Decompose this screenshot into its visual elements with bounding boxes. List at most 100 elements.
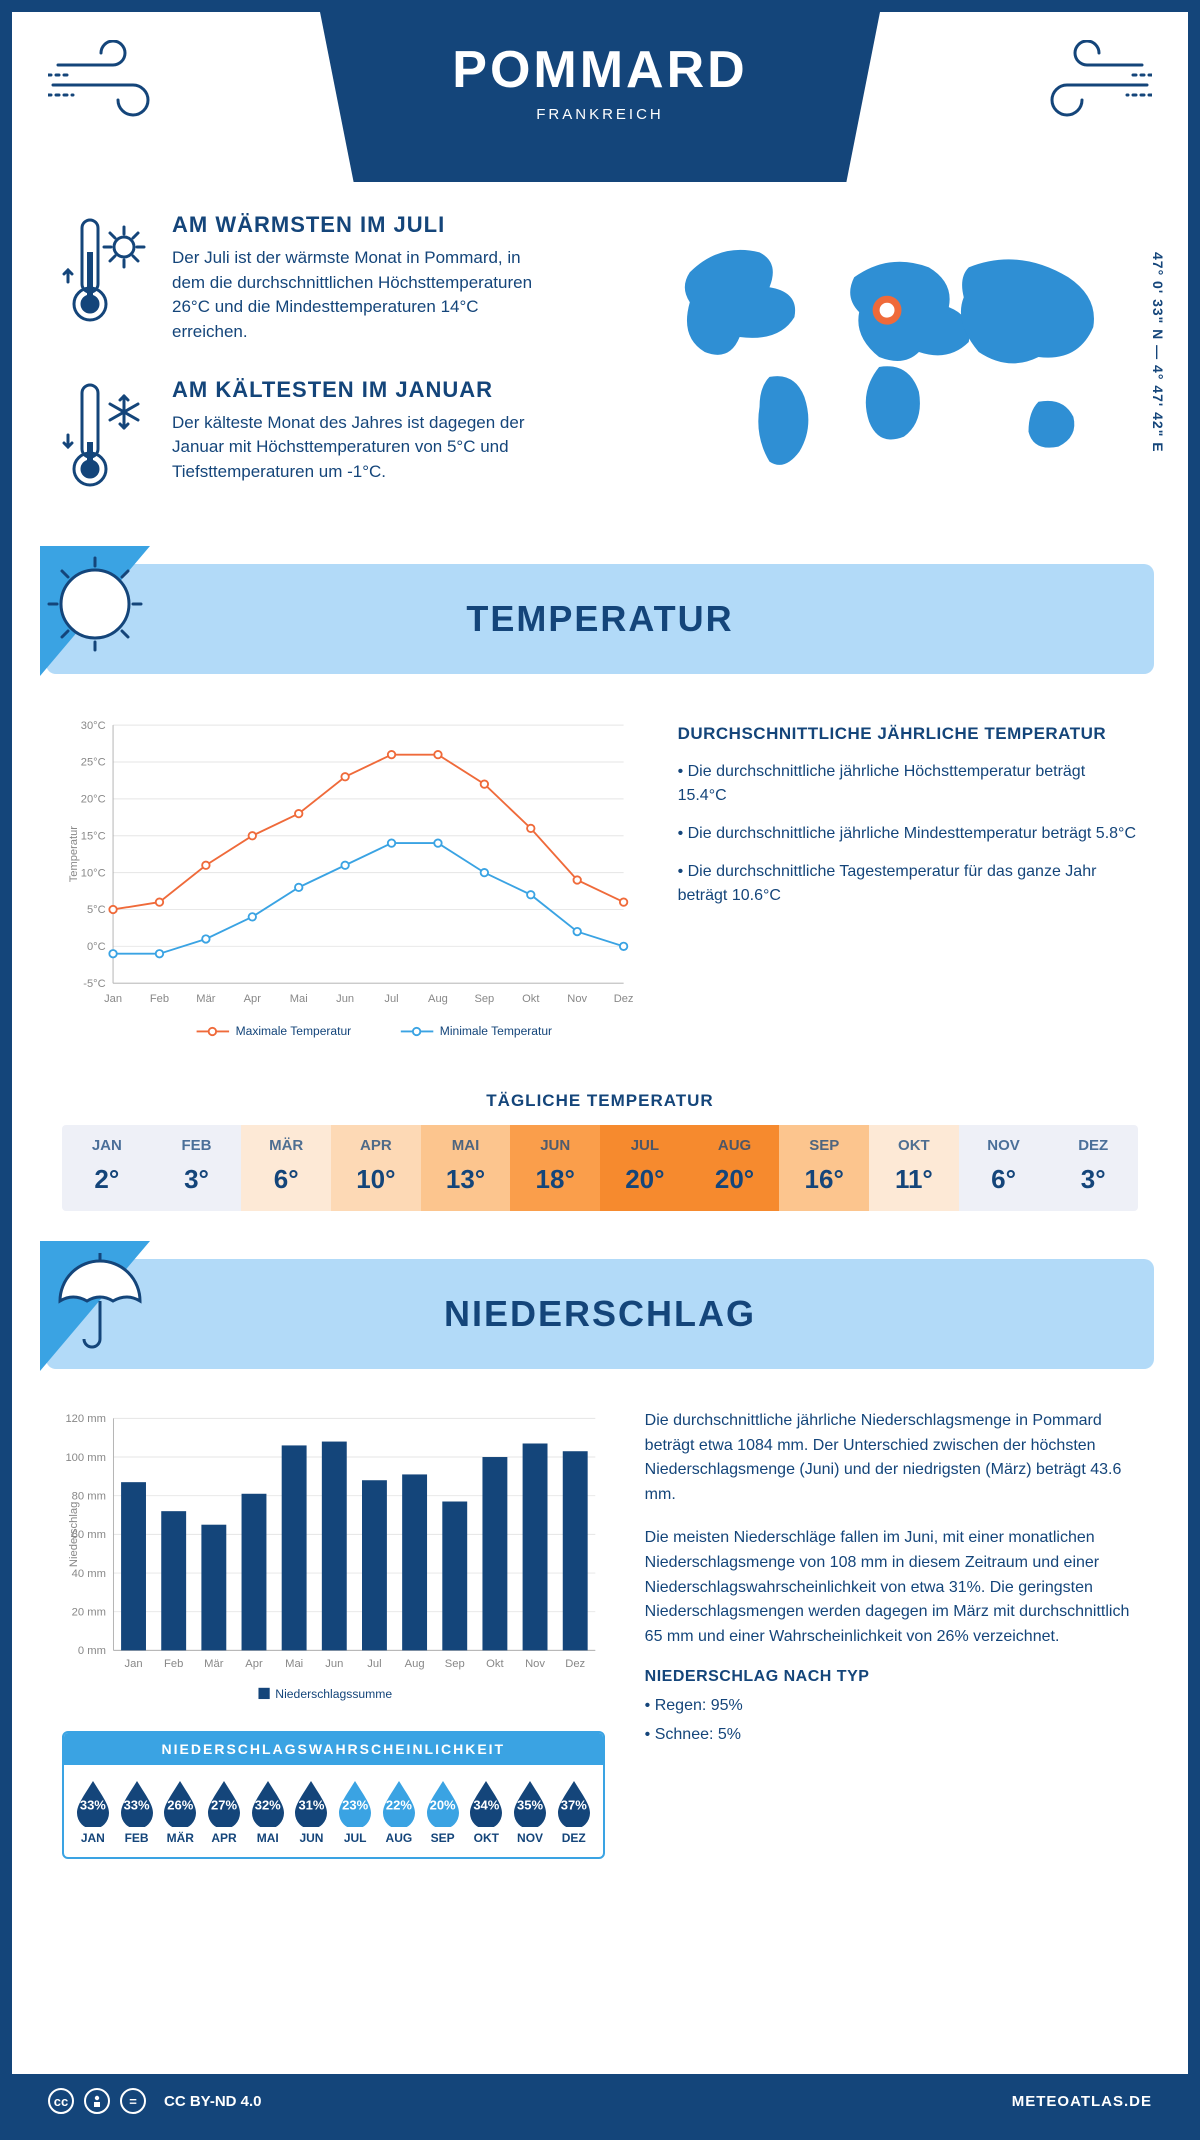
raindrop-icon: 33% (73, 1779, 113, 1827)
svg-text:20°C: 20°C (81, 793, 106, 805)
daily-temp-cell: FEB3° (152, 1125, 242, 1211)
umbrella-icon (40, 1241, 170, 1381)
svg-text:Dez: Dez (565, 1658, 585, 1670)
country-subtitle: FRANKREICH (340, 106, 860, 123)
svg-text:0°C: 0°C (87, 941, 106, 953)
header: POMMARD FRANKREICH (12, 12, 1188, 182)
raindrop-icon: 26% (160, 1779, 200, 1827)
raindrop-icon: 32% (248, 1779, 288, 1827)
svg-text:Temperatur: Temperatur (68, 825, 80, 882)
daily-temp-cell: SEP16° (779, 1125, 869, 1211)
svg-text:Jan: Jan (124, 1658, 142, 1670)
svg-text:Mär: Mär (204, 1658, 224, 1670)
svg-text:Jul: Jul (367, 1658, 381, 1670)
temp-bullet: • Die durchschnittliche jährliche Mindes… (678, 822, 1138, 846)
raindrop-icon: 37% (554, 1779, 594, 1827)
prob-title: NIEDERSCHLAGSWAHRSCHEINLICHKEIT (64, 1733, 603, 1765)
wind-icon (1022, 40, 1152, 135)
raindrop-icon: 35% (510, 1779, 550, 1827)
temperature-summary: DURCHSCHNITTLICHE JÄHRLICHE TEMPERATUR •… (678, 714, 1138, 1053)
svg-text:Maximale Temperatur: Maximale Temperatur (236, 1024, 352, 1038)
daily-temp-cell: JUN18° (510, 1125, 600, 1211)
precip-type-item: • Schnee: 5% (645, 1723, 1138, 1748)
svg-text:Feb: Feb (164, 1658, 183, 1670)
prob-cell: 27% APR (203, 1779, 245, 1845)
prob-cell: 32% MAI (247, 1779, 289, 1845)
temperature-heading: TEMPERATUR (466, 598, 733, 640)
daily-temp-cell: MAI13° (421, 1125, 511, 1211)
coldest-block: AM KÄLTESTEN IM JANUAR Der kälteste Mona… (62, 377, 610, 502)
svg-text:30°C: 30°C (81, 719, 106, 731)
svg-text:Feb: Feb (150, 992, 169, 1004)
svg-text:Aug: Aug (405, 1658, 425, 1670)
nd-icon: = (120, 2088, 146, 2114)
svg-text:Mär: Mär (196, 992, 215, 1004)
intro-section: AM WÄRMSTEN IM JULI Der Juli ist der wär… (12, 182, 1188, 544)
raindrop-icon: 20% (423, 1779, 463, 1827)
raindrop-icon: 27% (204, 1779, 244, 1827)
coldest-text: Der kälteste Monat des Jahres ist dagege… (172, 411, 552, 485)
raindrop-icon: 34% (466, 1779, 506, 1827)
city-title: POMMARD (340, 40, 860, 100)
cc-icon: cc (48, 2088, 74, 2114)
temp-bullet: • Die durchschnittliche Tagestemperatur … (678, 860, 1138, 908)
precip-type-item: • Regen: 95% (645, 1694, 1138, 1719)
precip-probability-box: NIEDERSCHLAGSWAHRSCHEINLICHKEIT 33% JAN … (62, 1731, 605, 1859)
temp-bullet: • Die durchschnittliche jährliche Höchst… (678, 760, 1138, 808)
world-map (640, 212, 1138, 492)
svg-text:Nov: Nov (525, 1658, 545, 1670)
svg-text:80 mm: 80 mm (72, 1490, 106, 1502)
svg-text:Sep: Sep (445, 1658, 465, 1670)
svg-text:5°C: 5°C (87, 904, 106, 916)
prob-cell: 33% JAN (72, 1779, 114, 1845)
daily-temp-cell: AUG20° (690, 1125, 780, 1211)
temperature-section-bar: TEMPERATUR (46, 564, 1154, 674)
svg-text:Okt: Okt (522, 992, 540, 1004)
svg-text:0 mm: 0 mm (78, 1645, 106, 1657)
raindrop-icon: 31% (291, 1779, 331, 1827)
precip-bar-chart: 0 mm20 mm40 mm60 mm80 mm100 mm120 mmJanF… (62, 1409, 605, 1708)
svg-text:Sep: Sep (474, 992, 494, 1004)
svg-text:Nov: Nov (567, 992, 587, 1004)
prob-cell: 37% DEZ (553, 1779, 595, 1845)
sun-icon (40, 546, 170, 686)
temp-summary-title: DURCHSCHNITTLICHE JÄHRLICHE TEMPERATUR (678, 724, 1138, 744)
svg-text:120 mm: 120 mm (65, 1413, 106, 1425)
site-name: METEOATLAS.DE (1012, 2093, 1152, 2110)
precip-para: Die durchschnittliche jährliche Niedersc… (645, 1409, 1138, 1508)
precip-summary: Die durchschnittliche jährliche Niedersc… (645, 1409, 1138, 1859)
svg-text:Niederschlag: Niederschlag (68, 1501, 80, 1566)
svg-text:Dez: Dez (614, 992, 634, 1004)
daily-temp-cell: JAN2° (62, 1125, 152, 1211)
coldest-title: AM KÄLTESTEN IM JANUAR (172, 377, 552, 403)
svg-text:10°C: 10°C (81, 867, 106, 879)
prob-cell: 20% SEP (422, 1779, 464, 1845)
prob-cell: 26% MÄR (159, 1779, 201, 1845)
svg-text:Apr: Apr (245, 1658, 263, 1670)
svg-text:Jan: Jan (104, 992, 122, 1004)
svg-text:100 mm: 100 mm (65, 1452, 106, 1464)
precip-type-title: NIEDERSCHLAG NACH TYP (645, 1668, 1138, 1686)
license-block: cc = CC BY-ND 4.0 (48, 2088, 262, 2114)
prob-cell: 22% AUG (378, 1779, 420, 1845)
by-icon (84, 2088, 110, 2114)
precip-para: Die meisten Niederschläge fallen im Juni… (645, 1526, 1138, 1650)
title-banner: POMMARD FRANKREICH (320, 12, 880, 182)
prob-cell: 35% NOV (509, 1779, 551, 1845)
precip-heading: NIEDERSCHLAG (444, 1293, 756, 1335)
prob-cell: 33% FEB (116, 1779, 158, 1845)
svg-text:Jun: Jun (325, 1658, 343, 1670)
temperature-line-chart: -5°C0°C5°C10°C15°C20°C25°C30°CJanFebMärA… (62, 714, 638, 1053)
daily-temp-cell: APR10° (331, 1125, 421, 1211)
daily-temp-title: TÄGLICHE TEMPERATUR (12, 1091, 1188, 1111)
svg-text:20 mm: 20 mm (72, 1606, 106, 1618)
svg-text:Okt: Okt (486, 1658, 504, 1670)
prob-cell: 31% JUN (291, 1779, 333, 1845)
svg-text:40 mm: 40 mm (72, 1568, 106, 1580)
svg-text:15°C: 15°C (81, 830, 106, 842)
daily-temp-cell: DEZ3° (1048, 1125, 1138, 1211)
daily-temp-cell: NOV6° (959, 1125, 1049, 1211)
svg-text:Jul: Jul (384, 992, 398, 1004)
svg-text:Jun: Jun (336, 992, 354, 1004)
raindrop-icon: 22% (379, 1779, 419, 1827)
